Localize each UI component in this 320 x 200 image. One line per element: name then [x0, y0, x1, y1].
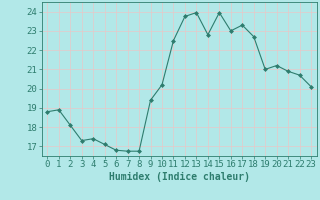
X-axis label: Humidex (Indice chaleur): Humidex (Indice chaleur)	[109, 172, 250, 182]
